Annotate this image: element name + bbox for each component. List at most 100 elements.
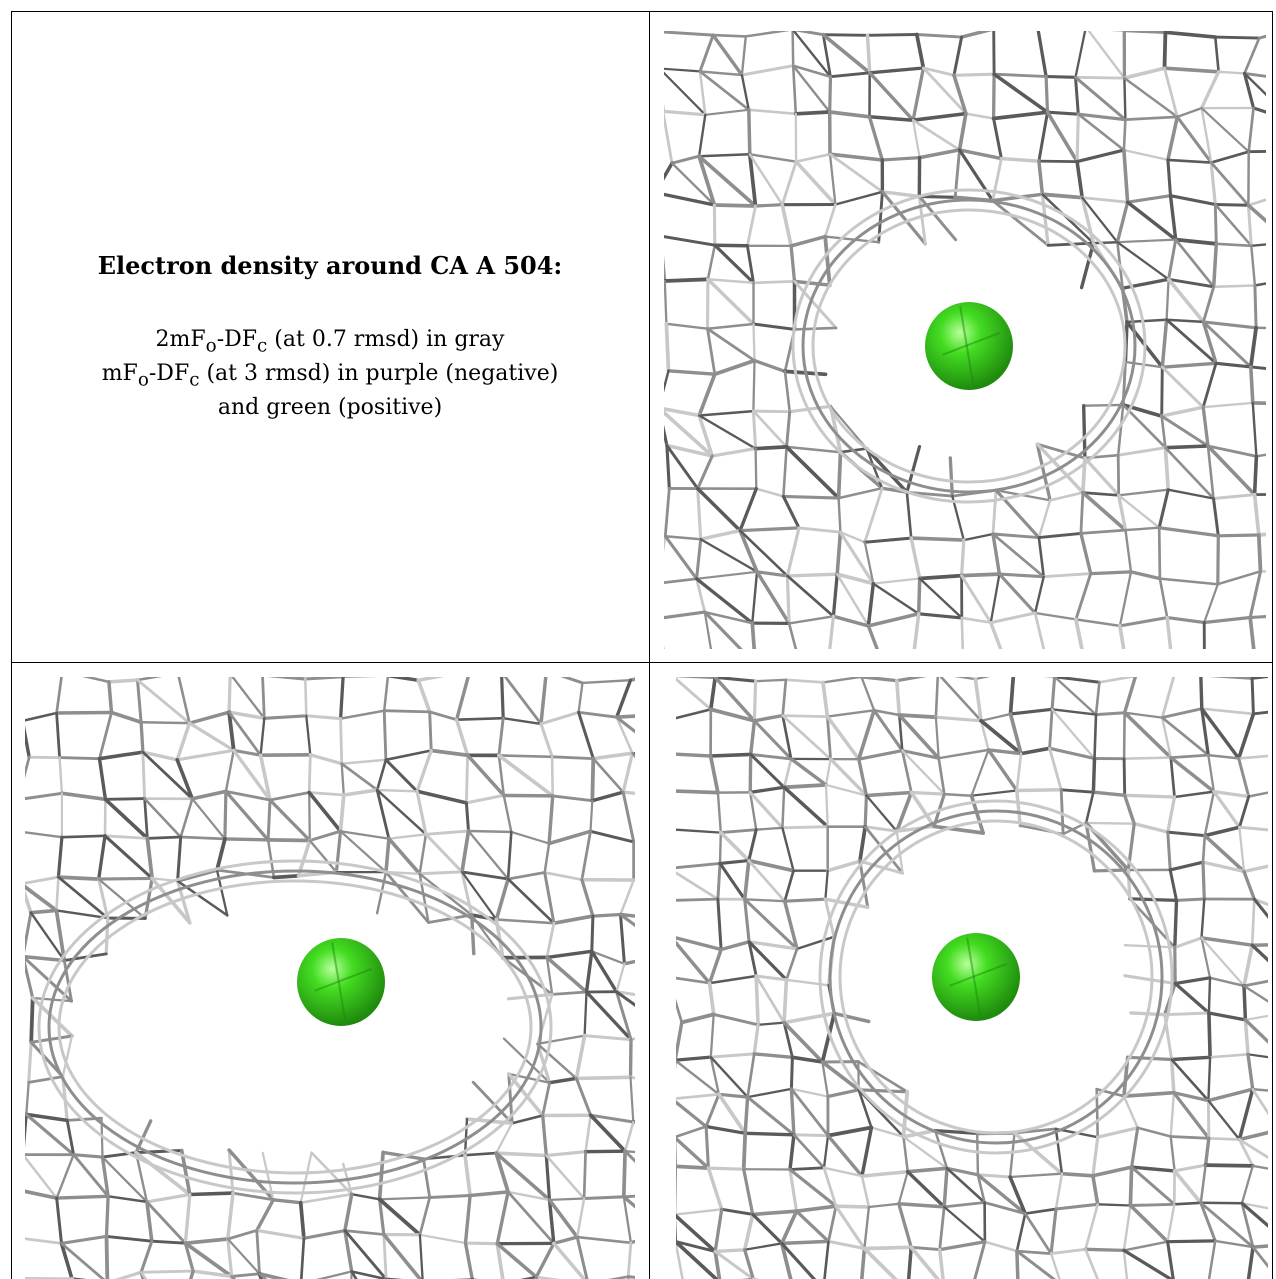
mesh-edge xyxy=(743,897,799,951)
mesh-edge xyxy=(215,836,227,873)
mesh-edge xyxy=(707,981,716,1017)
mesh-edge xyxy=(1250,943,1268,947)
mesh-edge xyxy=(707,947,723,985)
mesh-edge xyxy=(580,878,595,918)
mesh-edge xyxy=(266,798,272,842)
mesh-rim xyxy=(37,859,553,1195)
mesh-edge xyxy=(307,790,343,833)
mesh-edge xyxy=(1045,110,1079,164)
mesh-edge xyxy=(1206,444,1258,458)
mesh-edge xyxy=(1128,1202,1176,1207)
mesh-edge xyxy=(698,70,751,112)
mesh-edge xyxy=(755,487,785,498)
mesh-edge xyxy=(743,898,786,903)
mesh-edge xyxy=(1161,716,1172,759)
mesh-edge xyxy=(114,1270,143,1279)
mesh-edge xyxy=(308,753,344,766)
mesh-edge xyxy=(387,833,428,840)
mesh-edge xyxy=(784,678,825,684)
mesh-edge xyxy=(1250,244,1257,287)
mesh-edge xyxy=(231,748,272,802)
mesh-edge xyxy=(261,677,266,720)
mesh-edge xyxy=(1200,106,1250,153)
mesh-edge xyxy=(989,620,1003,649)
mesh-edge xyxy=(951,494,965,542)
mesh-edge xyxy=(382,677,390,712)
mesh-edge xyxy=(1084,821,1136,825)
mesh-edge xyxy=(1173,790,1216,799)
mesh-edge xyxy=(307,791,346,797)
mesh-edge xyxy=(1167,238,1178,281)
mesh-edge xyxy=(703,610,743,649)
mesh-edge xyxy=(467,829,510,881)
mesh-edge xyxy=(704,1124,747,1135)
mesh-edge xyxy=(575,1235,589,1279)
mesh-edge xyxy=(1081,491,1121,497)
mesh-edge xyxy=(134,1151,149,1204)
mesh-edge xyxy=(1096,1203,1132,1207)
mesh-edge xyxy=(1116,238,1177,244)
mesh-edge xyxy=(742,1212,755,1252)
mesh-edge xyxy=(1242,979,1268,988)
mesh-edge xyxy=(914,32,926,70)
mesh-edge xyxy=(1166,1203,1176,1243)
mesh-edge xyxy=(375,758,388,792)
mesh-edge xyxy=(1248,615,1256,649)
mesh-edge xyxy=(1116,446,1167,457)
mesh-edge xyxy=(1252,897,1268,919)
mesh-edge xyxy=(872,582,920,615)
mesh-edge xyxy=(917,194,957,199)
mesh-edge xyxy=(863,825,905,875)
mesh-edge xyxy=(629,1076,635,1124)
mesh-edge xyxy=(1203,583,1219,624)
mesh-edge xyxy=(857,1088,909,1094)
density-mesh xyxy=(25,677,635,1279)
mesh-edge xyxy=(1242,864,1268,874)
mesh-edge xyxy=(1037,531,1083,540)
mesh-edge xyxy=(824,869,829,901)
mesh-edge xyxy=(107,680,114,715)
mesh-edge xyxy=(856,1060,909,1094)
mesh-edge xyxy=(934,716,940,760)
caption-description: 2mFo-DFc (at 0.7 rmsd) in gray mFo-DFc (… xyxy=(102,326,559,423)
mesh-edge xyxy=(1167,277,1216,289)
mesh-edge xyxy=(744,31,791,38)
mesh-edge xyxy=(59,1241,74,1279)
mesh-edge xyxy=(386,677,421,683)
mesh-edge xyxy=(698,70,707,117)
mesh-edge xyxy=(1008,707,1054,716)
mesh-edge xyxy=(1207,1011,1212,1060)
mesh-edge xyxy=(866,581,876,628)
mesh-edge xyxy=(1054,1172,1064,1211)
mesh-edge xyxy=(921,66,968,115)
mesh-edge xyxy=(590,949,619,994)
mesh-edge xyxy=(865,794,898,833)
mesh-edge xyxy=(752,719,793,761)
mesh-edge xyxy=(61,1034,74,1078)
mesh-edge xyxy=(590,756,596,803)
mesh-edge xyxy=(1049,1207,1058,1256)
mesh-edge xyxy=(790,1087,830,1098)
mesh-edge xyxy=(858,859,870,909)
mesh-edge xyxy=(1208,1052,1250,1059)
mesh-edge xyxy=(974,677,991,681)
mesh-edge xyxy=(1217,70,1246,75)
mesh-edge xyxy=(1060,1171,1095,1178)
mesh-edge xyxy=(1252,897,1268,907)
mesh-edge xyxy=(1200,936,1212,979)
mesh-edge xyxy=(272,873,301,880)
mesh-edge xyxy=(664,486,671,538)
mesh-edge xyxy=(934,677,940,719)
mesh-edge xyxy=(298,1200,306,1241)
mesh-edge xyxy=(619,878,635,916)
mesh-edge xyxy=(1121,403,1167,450)
mesh-edge xyxy=(302,1229,347,1240)
mesh-edge xyxy=(1094,681,1101,716)
mesh-edge xyxy=(785,947,799,982)
mesh-edge xyxy=(664,610,707,620)
mesh-edge xyxy=(1202,401,1254,409)
mesh-edge xyxy=(1076,112,1127,122)
mesh-edge xyxy=(664,67,702,73)
mesh-edge xyxy=(782,977,789,1025)
mesh-edge xyxy=(1169,1135,1211,1140)
